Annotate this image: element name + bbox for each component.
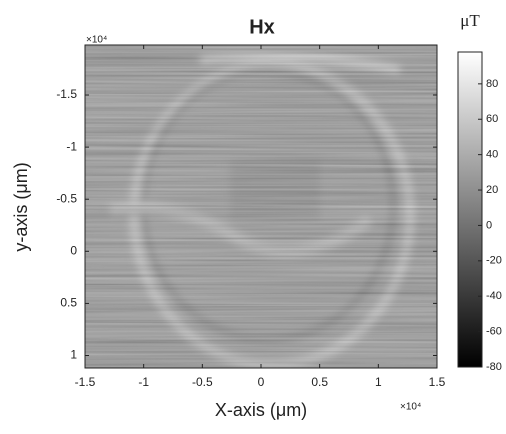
y-axis-label: y-axis (μm) <box>11 162 31 251</box>
y-tick-label: 0.5 <box>60 296 77 310</box>
colorbar-tick-label: 80 <box>486 78 498 90</box>
colorbar <box>457 51 483 368</box>
y-multiplier: ×10⁴ <box>86 35 107 46</box>
colorbar-tick-label: 40 <box>486 149 498 161</box>
colorbar-tick-label: -40 <box>486 290 502 302</box>
colorbar-tick-label: 0 <box>486 219 492 231</box>
x-tick-label: 0 <box>258 375 265 389</box>
colorbar-tick-label: -20 <box>486 255 502 267</box>
colorbar-tick-label: -60 <box>486 326 502 338</box>
y-tick-label: 0 <box>70 243 77 257</box>
x-tick-label: 1 <box>375 375 382 389</box>
y-tick-label: -1 <box>66 139 77 153</box>
colorbar-tick-label: 60 <box>486 113 498 125</box>
x-tick-label: -0.5 <box>192 375 213 389</box>
x-tick-label: 0.5 <box>311 375 328 389</box>
y-tick-label: -0.5 <box>56 191 77 205</box>
y-tick-label: 1 <box>70 348 77 362</box>
x-multiplier: ×10⁴ <box>400 402 421 413</box>
x-tick-label: -1 <box>138 375 149 389</box>
x-tick-label: 1.5 <box>429 375 446 389</box>
colorbar-tick-label: -80 <box>486 361 502 373</box>
chart-title: Hx <box>249 16 275 38</box>
x-axis-label: X-axis (μm) <box>215 400 307 420</box>
colorbar-tick-label: 20 <box>486 184 498 196</box>
field-map <box>85 45 437 368</box>
y-tick-label: -1.5 <box>56 87 77 101</box>
colorbar-label: μT <box>460 11 480 30</box>
x-tick-label: -1.5 <box>75 375 96 389</box>
